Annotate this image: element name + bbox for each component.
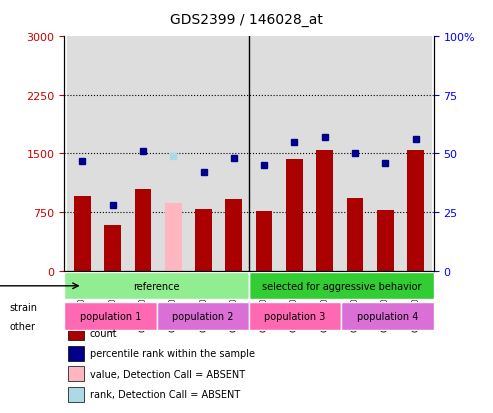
Bar xyxy=(317,151,333,271)
Text: population 1: population 1 xyxy=(80,311,141,321)
Bar xyxy=(68,346,84,361)
FancyBboxPatch shape xyxy=(64,273,249,300)
Bar xyxy=(310,37,340,271)
Text: value, Detection Call = ABSENT: value, Detection Call = ABSENT xyxy=(90,369,245,379)
Bar xyxy=(74,197,91,271)
FancyBboxPatch shape xyxy=(249,303,341,330)
Bar xyxy=(104,226,121,271)
Text: population 2: population 2 xyxy=(172,311,234,321)
Bar xyxy=(377,210,394,271)
Bar xyxy=(128,37,158,271)
Bar xyxy=(67,37,98,271)
Bar xyxy=(98,37,128,271)
Bar xyxy=(68,387,84,402)
Bar xyxy=(347,199,363,271)
Text: rank, Detection Call = ABSENT: rank, Detection Call = ABSENT xyxy=(90,389,240,399)
Text: GDS2399 / 146028_at: GDS2399 / 146028_at xyxy=(170,13,323,27)
Text: population 3: population 3 xyxy=(265,311,326,321)
Bar xyxy=(68,325,84,340)
Bar xyxy=(400,37,431,271)
Bar xyxy=(340,37,370,271)
Bar xyxy=(249,37,279,271)
Text: other: other xyxy=(10,321,36,331)
Text: reference: reference xyxy=(133,281,180,291)
Bar xyxy=(188,37,219,271)
Text: percentile rank within the sample: percentile rank within the sample xyxy=(90,348,255,358)
Bar xyxy=(225,199,242,271)
Text: strain: strain xyxy=(10,303,38,313)
Bar xyxy=(68,366,84,381)
Bar xyxy=(219,37,249,271)
Bar xyxy=(286,159,303,271)
Bar xyxy=(279,37,310,271)
Bar xyxy=(256,211,273,271)
Text: population 4: population 4 xyxy=(357,311,418,321)
Bar xyxy=(370,37,400,271)
FancyBboxPatch shape xyxy=(64,303,157,330)
FancyBboxPatch shape xyxy=(341,303,434,330)
Bar xyxy=(407,151,424,271)
Bar xyxy=(195,209,212,271)
Bar xyxy=(158,37,188,271)
FancyBboxPatch shape xyxy=(157,303,249,330)
FancyBboxPatch shape xyxy=(249,273,434,300)
Bar xyxy=(165,203,181,271)
Bar xyxy=(135,189,151,271)
Text: count: count xyxy=(90,328,118,338)
Text: selected for aggressive behavior: selected for aggressive behavior xyxy=(262,281,421,291)
